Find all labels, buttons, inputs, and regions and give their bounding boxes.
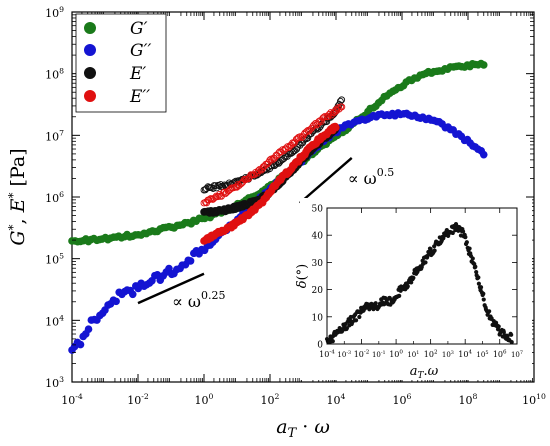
inset-point [463,235,468,240]
legend-marker-g-double-prime [84,44,96,56]
point-epp [338,103,346,111]
inset-x-tick-label: 104 [458,349,472,359]
inset-point [474,269,479,275]
point-epp [242,176,250,184]
inset-point [505,334,510,339]
inset-point [409,280,414,285]
legend-marker-g-prime [84,22,96,34]
point-ep [338,96,346,104]
y-axis-title: G*, E* [Pa] [6,148,29,245]
inset-point [476,281,481,286]
inset-y-tick-label: 0 [317,341,323,351]
inset-point [481,297,486,302]
inset-point [464,240,469,245]
point-gpp [165,264,173,273]
legend-label-e-prime: E′ [129,64,146,84]
point-epp [280,147,288,155]
inset-x-tick-label: 10-4 [319,349,335,359]
point-epp [313,121,321,129]
x-axis-title: aT · ω [276,416,330,441]
inset-y-tick-label: 10 [312,313,324,323]
point-epp [320,113,328,121]
point-gp [479,61,488,69]
inset-x-tick-label: 106 [493,349,507,359]
point-epp-filled- [332,123,340,132]
point-epp [315,117,323,125]
inset-point [509,340,514,345]
inset-point [501,329,506,335]
inset-point [423,260,428,265]
legend: G′ G′′ E′ E′′ [75,13,167,113]
inset-point [467,246,472,251]
point-epp [334,104,342,112]
inset-point [470,256,475,261]
point-epp [302,128,310,136]
point-gpp [84,325,93,334]
inset-x-minor-tick-label: 103 [442,350,454,359]
inset-background [300,198,532,380]
inset-y-tick-label: 40 [312,232,324,242]
inset-point [509,332,514,337]
inset-plot-marks [324,222,514,345]
inset-y-axis-title: δ(°) [295,264,310,288]
inset-point [476,275,481,280]
point-epp [268,156,276,164]
inset-x-minor-tick-label: 10-1 [372,350,386,359]
legend-label-g-prime: G′ [130,19,148,39]
legend-label-g-double-prime: G′′ [130,41,151,61]
inset-y-tick-label: 50 [312,205,324,215]
inset-point [478,285,484,290]
inset-point [450,230,455,236]
point-gpp [76,340,85,349]
inset-x-minor-tick-label: 10-3 [337,350,351,359]
inset-point [330,339,335,344]
inset-point [397,293,402,298]
inset-x-minor-tick-label: 101 [407,350,419,359]
point-epp [332,106,340,114]
inset-x-tick-label: 10-2 [354,349,370,359]
inset-point [460,229,466,234]
inset-point [432,248,437,253]
inset-chart: 0 10 20 30 40 50 10-4 10-2 100 102 104 106 10-3 10-1 1… [295,198,532,381]
inset-x-tick-label: 100 [389,349,403,359]
point-epp [310,121,318,129]
point-epp [210,194,218,202]
inset-y-tick-label: 20 [312,286,324,296]
point-epp [254,167,262,175]
slope-line-1 [137,272,205,305]
inset-point [496,324,501,329]
point-gpp [186,257,195,265]
legend-marker-e-prime [84,67,96,79]
inset-point [405,284,410,289]
inset-x-minor-tick-label: 107 [511,350,523,359]
inset-point [357,314,362,320]
legend-marker-e-double-prime [84,90,96,102]
inset-x-minor-tick-label: 105 [476,350,488,359]
inset-point [373,301,378,306]
inset-x-tick-label: 102 [424,349,438,359]
point-epp [237,180,245,188]
point-ep [202,185,210,193]
inset-frame [326,207,518,345]
inset-point [419,264,424,270]
inset-plot-ticks: 0 10 20 30 40 50 10-4 10-2 100 102 104 106 10-3 10-1 1… [312,205,523,360]
inset-point [411,275,416,280]
inset-point [446,233,451,238]
slope-line-2 [299,157,353,204]
point-epp [266,156,274,164]
inset-point [344,326,349,331]
inset-y-tick-label: 30 [312,259,324,269]
inset-point [481,291,486,296]
inset-x-axis-title: aT.ω [410,364,439,381]
main-plot-marks [68,59,488,354]
inset-point [473,264,478,269]
point-gpp [112,297,120,306]
point-gpp [479,150,488,159]
inset-point [353,318,359,323]
inset-point [487,309,492,314]
legend-label-e-double-prime: E′′ [129,87,150,107]
point-gpp [128,290,137,299]
point-epp [296,133,304,141]
